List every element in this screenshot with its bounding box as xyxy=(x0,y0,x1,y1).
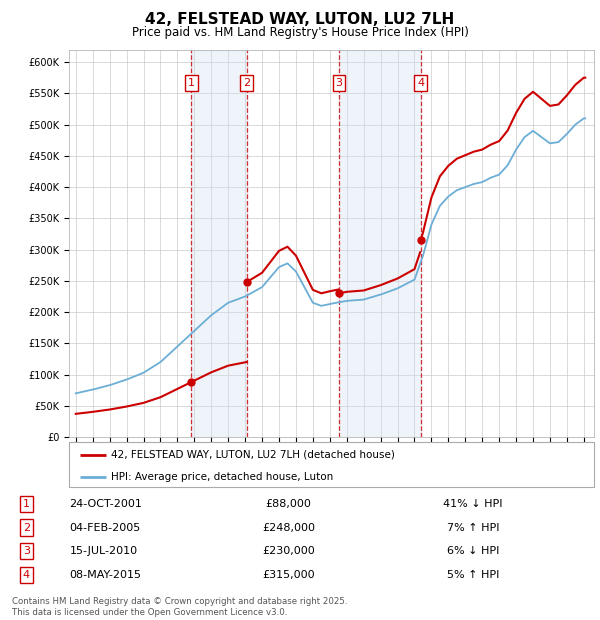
Text: 5% ↑ HPI: 5% ↑ HPI xyxy=(446,570,499,580)
Text: 1: 1 xyxy=(188,78,195,87)
Text: 3: 3 xyxy=(335,78,343,87)
Text: HPI: Average price, detached house, Luton: HPI: Average price, detached house, Luto… xyxy=(111,472,333,482)
Text: 41% ↓ HPI: 41% ↓ HPI xyxy=(443,499,503,509)
Text: £88,000: £88,000 xyxy=(266,499,311,509)
Text: 15-JUL-2010: 15-JUL-2010 xyxy=(70,546,138,556)
Bar xyxy=(191,50,247,437)
Text: 42, FELSTEAD WAY, LUTON, LU2 7LH: 42, FELSTEAD WAY, LUTON, LU2 7LH xyxy=(145,12,455,27)
Text: 3: 3 xyxy=(23,546,30,556)
Text: 4: 4 xyxy=(23,570,30,580)
Text: Contains HM Land Registry data © Crown copyright and database right 2025.
This d: Contains HM Land Registry data © Crown c… xyxy=(12,598,347,617)
Text: £248,000: £248,000 xyxy=(262,523,315,533)
Text: 04-FEB-2005: 04-FEB-2005 xyxy=(70,523,141,533)
Text: 1: 1 xyxy=(23,499,30,509)
Text: 4: 4 xyxy=(417,78,424,87)
Text: 2: 2 xyxy=(23,523,30,533)
Bar xyxy=(339,50,421,437)
Text: £315,000: £315,000 xyxy=(262,570,315,580)
Text: 08-MAY-2015: 08-MAY-2015 xyxy=(70,570,142,580)
Text: 6% ↓ HPI: 6% ↓ HPI xyxy=(446,546,499,556)
Text: £230,000: £230,000 xyxy=(262,546,315,556)
Text: 2: 2 xyxy=(243,78,250,87)
Text: 24-OCT-2001: 24-OCT-2001 xyxy=(70,499,142,509)
Text: Price paid vs. HM Land Registry's House Price Index (HPI): Price paid vs. HM Land Registry's House … xyxy=(131,26,469,39)
Text: 7% ↑ HPI: 7% ↑ HPI xyxy=(446,523,499,533)
Text: 42, FELSTEAD WAY, LUTON, LU2 7LH (detached house): 42, FELSTEAD WAY, LUTON, LU2 7LH (detach… xyxy=(111,450,395,459)
FancyBboxPatch shape xyxy=(69,442,594,487)
